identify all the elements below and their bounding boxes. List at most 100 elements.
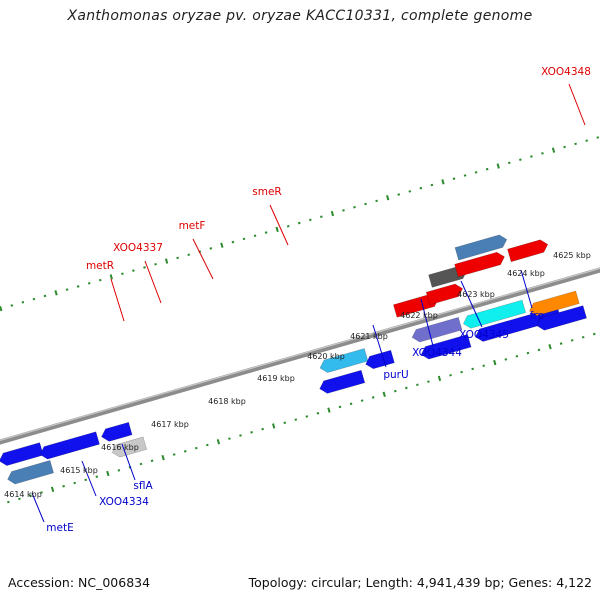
minor-tick: [585, 139, 589, 142]
minor-tick: [7, 500, 10, 504]
minor-tick: [596, 136, 600, 139]
gene-arrow-5[interactable]: [454, 234, 508, 261]
minor-tick: [132, 269, 135, 272]
gene-arrow-17[interactable]: [411, 317, 463, 343]
minor-tick: [32, 297, 36, 301]
gene-arrow-2[interactable]: [425, 283, 463, 306]
scale-label: 4617 kbp: [151, 420, 189, 429]
minor-tick: [98, 278, 102, 282]
minor-tick: [73, 481, 77, 485]
labels-layer: metR XOO4337 metF smeR XOO4348 metE XOO4334 sfl…: [31, 66, 591, 534]
gene-label-xoo4337[interactable]: XOO4337: [113, 242, 163, 254]
minor-tick: [449, 373, 452, 377]
label-leader-line: [121, 443, 136, 481]
scale-label: 4619 kbp: [257, 374, 295, 383]
gene-arrow-21[interactable]: [529, 290, 580, 316]
minor-tick: [581, 335, 585, 339]
gene-arrow-6[interactable]: [507, 239, 549, 263]
label-leader-line: [372, 324, 387, 368]
major-tick: [164, 258, 169, 264]
label-leader-line: [144, 260, 162, 304]
major-tick: [0, 305, 3, 312]
scale-label: 4621 kbp: [350, 332, 388, 341]
gene-label-metr[interactable]: metR: [86, 260, 114, 272]
minor-tick: [408, 190, 412, 193]
minor-tick: [305, 415, 309, 418]
major-tick: [161, 454, 165, 461]
major-tick: [50, 486, 55, 493]
label-leader-line: [568, 83, 586, 126]
minor-tick: [121, 272, 124, 276]
minor-tick: [286, 224, 290, 228]
gene-arrow-12[interactable]: [111, 436, 148, 458]
gene-arrow-20[interactable]: [536, 305, 587, 331]
minor-tick: [427, 380, 430, 383]
gene-label-xoo4345[interactable]: XOO4345: [459, 329, 509, 341]
scale-label: 4622 kbp: [400, 311, 438, 320]
gene-arrow-11[interactable]: [101, 421, 133, 442]
minor-tick: [405, 386, 408, 390]
major-tick: [54, 290, 58, 296]
genome-title: Xanthomonas oryzae pv. oryzae KACC10331,…: [67, 8, 533, 24]
gene-arrow-13[interactable]: [319, 369, 366, 394]
minor-tick: [264, 231, 268, 234]
minor-tick: [18, 497, 21, 501]
gene-arrow-14[interactable]: [319, 348, 369, 373]
minor-tick: [239, 434, 242, 437]
label-leader-line: [192, 238, 214, 280]
gene-arrow-9[interactable]: [7, 460, 54, 485]
label-leader-line: [31, 492, 45, 523]
minor-tick: [537, 348, 541, 352]
label-leader-line: [460, 280, 483, 328]
minor-tick: [519, 158, 522, 161]
minor-tick: [592, 332, 596, 336]
minor-tick: [375, 199, 378, 203]
minor-tick: [21, 301, 25, 304]
minor-tick: [474, 171, 478, 174]
minor-tick: [452, 177, 456, 180]
minor-tick: [504, 358, 508, 361]
gene-arrow-15[interactable]: [365, 349, 395, 370]
gene-arrow-4[interactable]: [454, 251, 505, 278]
minor-tick: [242, 237, 246, 241]
major-tick: [496, 163, 500, 169]
scale-label: 4616 kbp: [101, 443, 139, 452]
gene-label-frp[interactable]: frp: [530, 310, 545, 322]
minor-tick: [294, 418, 298, 421]
backbone-highlight: [0, 267, 600, 441]
gene-arrow-10[interactable]: [39, 431, 100, 460]
gene-arrow-16[interactable]: [420, 334, 472, 360]
minor-tick: [526, 351, 530, 355]
scale-label: 4615 kbp: [60, 466, 98, 475]
major-tick: [275, 226, 279, 233]
gene-label-xoo4334[interactable]: XOO4334: [99, 496, 149, 508]
genome-info-text: Topology: circular; Length: 4,941,439 bp…: [248, 575, 592, 590]
gene-label-puru[interactable]: purU: [383, 369, 408, 381]
minor-tick: [397, 193, 401, 196]
major-tick: [220, 242, 224, 248]
minor-tick: [65, 288, 69, 291]
gene-label-smer[interactable]: smeR: [252, 186, 281, 198]
gene-label-xoo4348[interactable]: XOO4348: [541, 66, 591, 78]
gene-arrow-8[interactable]: [0, 442, 44, 466]
minor-tick: [563, 145, 566, 149]
label-leader-line: [420, 298, 434, 347]
gene-label-mete[interactable]: metE: [46, 522, 73, 534]
gene-label-sfla[interactable]: sflA: [133, 480, 153, 492]
backbone-layer: [0, 267, 600, 445]
minor-tick: [117, 469, 121, 472]
gene-label-metf[interactable]: metF: [179, 220, 206, 232]
minor-tick: [253, 234, 257, 237]
minor-tick: [360, 399, 364, 402]
minor-tick: [308, 218, 312, 222]
accession-text: Accession: NC_006834: [8, 575, 151, 590]
minor-tick: [570, 339, 574, 342]
minor-tick: [228, 437, 231, 440]
gene-label-xoo4344[interactable]: XOO4344: [412, 347, 462, 359]
minor-tick: [471, 367, 474, 371]
minor-tick: [43, 294, 47, 298]
minor-tick: [393, 389, 397, 393]
minor-tick: [150, 459, 154, 463]
genes-layer: [0, 234, 587, 485]
